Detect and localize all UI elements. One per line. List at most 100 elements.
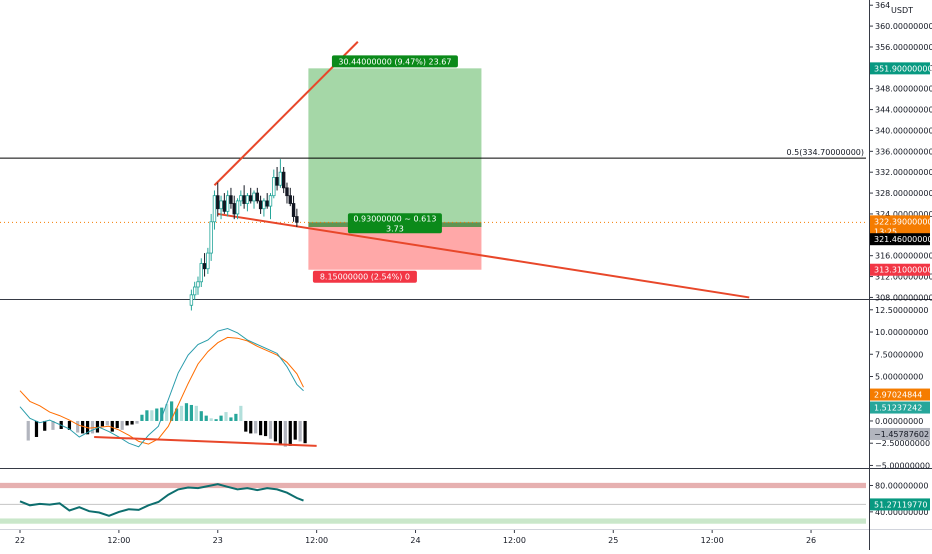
time-tick-label-7: 12:00	[701, 536, 724, 545]
candle-body-28	[281, 171, 286, 189]
candle-body-13	[232, 203, 236, 215]
rsi-oversold-band	[0, 518, 866, 524]
time-tick-label-8: 26	[806, 536, 816, 545]
macd-histogram-bar-6	[76, 420, 80, 433]
price-tick-label-5: 344.00000000	[875, 106, 932, 115]
macd-histogram-bar-22	[155, 408, 159, 421]
macd-line-overlay	[19, 328, 304, 448]
macd-histogram-bar-33	[209, 418, 213, 421]
price-tick-label-1: 360.00000000	[875, 22, 932, 31]
price-tick-label-10: 324.00000000	[875, 210, 932, 219]
price-tick-label-13: 308.00000000	[875, 293, 932, 302]
candle-body-8	[216, 195, 220, 210]
macd-histogram-bar-7	[81, 420, 85, 434]
macd-histogram-bar-19	[140, 414, 144, 421]
target-label: 30.44000000 (9.47%) 23.67	[338, 57, 451, 66]
macd-histogram-bar-3	[51, 420, 55, 430]
macd-badge-0-label: 2.97024844	[874, 391, 922, 400]
candle-body-18	[249, 195, 253, 202]
candle-body-2	[196, 281, 200, 288]
macd-histogram-bar-34	[214, 419, 218, 421]
macd-histogram-bar-51	[298, 420, 302, 442]
macd-badge-1-bg	[870, 401, 930, 414]
candle-body-10	[222, 200, 227, 212]
risk-reward-label-bg	[347, 213, 442, 234]
macd-histogram-bar-32	[204, 415, 208, 421]
time-tick-label-6: 25	[608, 536, 618, 545]
macd-tick-label-6: −5.00000000	[875, 461, 930, 470]
price-tick-label-11: 316.00000000	[875, 252, 932, 261]
rsi-tick-label-1: 40.00000000	[875, 508, 928, 517]
candle-body-14	[235, 200, 240, 215]
stop-label: 8.15000000 (2.54%) 0	[320, 273, 410, 282]
macd-histogram-bar-41	[249, 420, 253, 434]
time-tick-label-5: 12:00	[503, 536, 526, 545]
candle-body-24	[268, 195, 273, 207]
macd-histogram-bar-17	[130, 420, 134, 425]
price-badge-1-bg	[870, 215, 930, 238]
macd-histogram-bar-1	[34, 420, 39, 437]
candle-body-30	[288, 195, 292, 204]
macd-histogram-bar-37	[229, 417, 233, 421]
candle-body-9	[219, 200, 223, 210]
macd-histogram-bar-21	[150, 410, 154, 421]
macd-histogram-bar-42	[254, 420, 258, 434]
candle-body-29	[285, 187, 289, 197]
price-badge-0-label: 351.90000000	[874, 64, 932, 73]
price-tick-label-8: 332.00000000	[875, 168, 932, 177]
macd-histogram-bar-44	[263, 420, 268, 437]
price-tick-label-0: 364	[875, 1, 890, 10]
price-badge-1-label: 322.39000000	[874, 217, 932, 226]
price-tick-label-9: 328.00000000	[875, 189, 932, 198]
price-badge-3-label: 313.31000000	[874, 266, 932, 275]
rsi-badge-bg	[870, 498, 930, 511]
rsi-line	[19, 483, 304, 517]
macd-histogram-bar-27	[179, 405, 184, 421]
price-badge-2-bg	[870, 233, 930, 246]
candle-body-7	[212, 195, 217, 223]
macd-histogram-bar-47	[278, 420, 282, 445]
macd-histogram-bar-43	[259, 420, 263, 436]
macd-histogram-bar-50	[293, 420, 297, 440]
macd-tick-label-1: 10.00000000	[875, 328, 928, 337]
time-tick-label-2: 23	[213, 536, 223, 545]
macd-signal-line	[19, 336, 304, 445]
macd-histogram-bar-46	[273, 420, 278, 442]
price-badge-3-bg	[870, 263, 930, 276]
macd-badge-0-bg	[870, 388, 930, 401]
risk-reward-label-line-1: 0.93000000 ~ 0.613	[353, 214, 436, 223]
macd-histogram-bar-49	[288, 420, 292, 446]
rsi-badge-label: 51.27119770	[874, 500, 927, 509]
macd-histogram-bar-13	[110, 420, 114, 432]
macd-histogram-bar-52	[303, 420, 307, 444]
macd-histogram-bar-25	[170, 401, 174, 421]
time-tick-label-0: 22	[15, 536, 25, 545]
currency-label: USDT	[891, 6, 913, 15]
time-tick-label-1: 12:00	[107, 536, 130, 545]
candle-body-21	[258, 200, 263, 210]
macd-histogram-bar-5	[67, 420, 72, 430]
fib-line-label: 0.5(334.70000000)	[787, 148, 865, 157]
rsi-tick-label-0: 80.00000000	[875, 481, 928, 490]
macd-histogram-bar-39	[239, 405, 243, 421]
candle-body-31	[291, 203, 296, 217]
price-badge-0-bg	[870, 62, 930, 75]
macd-histogram-bar-20	[145, 410, 149, 421]
candle-body-3	[199, 263, 203, 283]
candle-body-25	[272, 177, 276, 197]
candle-body-27	[278, 171, 283, 186]
macd-histogram-bar-36	[224, 412, 228, 421]
price-tick-label-12: 312.00000000	[875, 273, 932, 282]
target-label-bg	[331, 55, 458, 68]
macd-histogram-bar-14	[115, 420, 119, 429]
time-tick-label-4: 24	[410, 536, 420, 545]
price-badge-2-label: 321.46000000	[874, 235, 932, 244]
candle-body-32	[295, 216, 299, 223]
macd-histogram-bar-16	[125, 420, 129, 426]
macd-tick-label-2: 7.50000000	[875, 350, 923, 359]
macd-badge-2-label: −1.45787602	[874, 430, 929, 439]
candle-body-12	[229, 195, 233, 204]
macd-histogram-bar-38	[234, 413, 238, 421]
